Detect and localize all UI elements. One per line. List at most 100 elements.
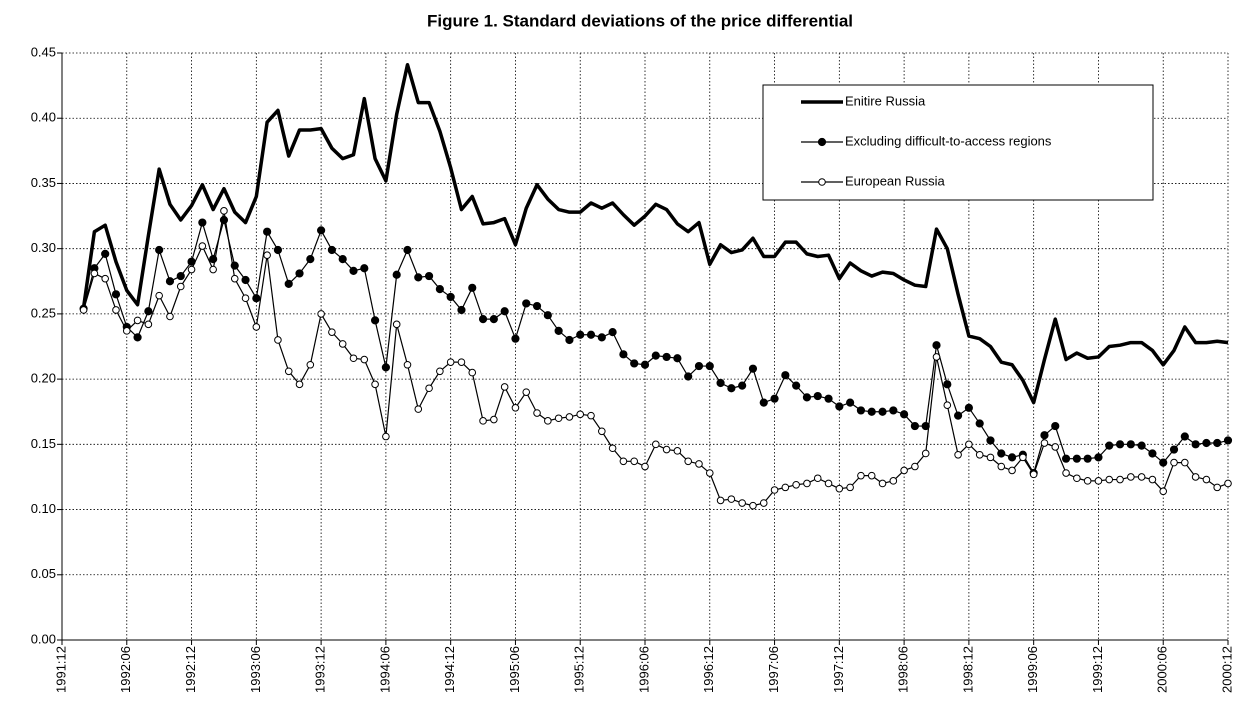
series-line [81,62,1229,405]
data-point [1148,449,1157,458]
data-point [554,326,563,335]
data-point [241,294,250,303]
x-tick-label: 1995:12 [572,646,587,693]
data-point [468,283,477,292]
data-point [133,333,142,342]
data-point [522,299,531,308]
x-tick-label: 1992:06 [118,646,133,693]
data-point [252,323,261,331]
data-point [1126,440,1135,449]
data-point [857,471,865,480]
data-point [1223,436,1233,445]
x-tick-label: 1999:12 [1090,646,1105,693]
data-point [1127,473,1135,481]
data-point [392,270,401,279]
data-point [360,355,369,364]
data-point [511,404,520,412]
x-tick-label: 1995:06 [507,646,522,693]
legend-label: Excluding difficult-to-access regions [845,133,1052,148]
data-point [1008,466,1016,475]
x-tick-label: 1994:12 [442,646,457,693]
data-point [90,269,99,278]
data-point [112,306,120,314]
data-point [727,495,736,503]
data-point [349,354,358,363]
data-point [597,333,606,342]
data-point [748,364,758,373]
data-point [111,290,121,299]
data-point [1040,439,1049,447]
data-point [370,316,380,325]
data-point [986,453,995,462]
data-point [532,301,542,311]
data-point [781,483,790,492]
data-point [932,353,941,361]
data-point [543,311,552,320]
data-point [1029,470,1038,479]
data-point [1062,469,1070,477]
data-point [328,328,336,336]
data-point [1191,440,1200,449]
x-tick-label: 1991:12 [53,646,68,693]
data-point [1105,475,1114,484]
series-line [83,219,1229,474]
data-point [738,381,747,390]
x-tick-label: 1992:12 [183,646,198,693]
data-point [889,406,898,415]
data-point [392,320,401,329]
legend-marker [817,137,827,147]
data-point [716,496,725,505]
data-point [457,358,466,366]
data-point [749,501,757,510]
data-point [684,457,692,466]
data-point [878,479,887,488]
data-point [1224,479,1232,488]
data-point [176,271,185,281]
data-point [446,292,455,302]
x-tick-label: 2000:12 [1219,646,1234,693]
data-point [1073,474,1081,483]
data-point [338,340,347,348]
data-point [856,406,866,415]
data-point [273,245,283,255]
data-point [608,328,617,337]
data-point [792,381,801,390]
data-point [835,402,844,411]
data-point [1040,431,1049,440]
data-point [997,462,1006,471]
data-point [1180,432,1189,441]
data-point [1094,453,1103,462]
data-point [241,275,250,285]
y-tick-label: 0.25 [31,305,56,320]
y-tick-label: 0.10 [31,501,56,516]
data-point [694,361,704,371]
data-point [209,265,217,274]
data-point [630,359,639,368]
data-point [673,354,682,363]
data-point [867,407,876,416]
data-point [695,460,703,468]
data-point [79,306,88,314]
data-point [381,363,390,372]
data-point [317,310,325,318]
data-point [425,384,433,393]
x-tick-label: 1996:06 [636,646,651,693]
data-point [165,277,175,286]
data-point [1202,475,1211,484]
data-point [640,360,650,369]
data-point [1051,443,1060,451]
data-point [1159,487,1168,496]
x-tick-label: 1993:12 [313,646,328,693]
data-point [1051,421,1060,431]
data-point [1115,440,1125,449]
data-point [144,307,153,316]
data-point [975,419,984,428]
data-point [662,352,671,362]
data-point [824,479,833,488]
data-point [133,316,142,325]
data-point [1083,454,1092,463]
data-point [716,378,725,388]
data-point [1148,475,1157,484]
data-point [1191,473,1200,481]
data-point [986,436,995,445]
